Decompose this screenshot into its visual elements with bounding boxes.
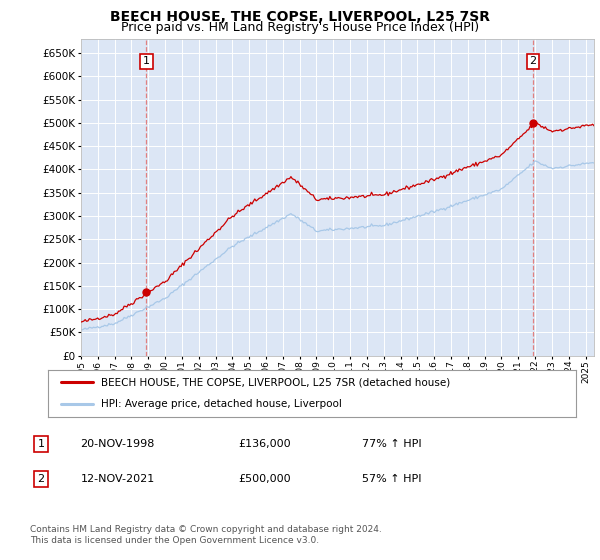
Text: 77% ↑ HPI: 77% ↑ HPI [362,438,422,449]
Text: Contains HM Land Registry data © Crown copyright and database right 2024.
This d: Contains HM Land Registry data © Crown c… [30,525,382,545]
Text: 1: 1 [143,57,150,66]
Text: Price paid vs. HM Land Registry's House Price Index (HPI): Price paid vs. HM Land Registry's House … [121,21,479,34]
Text: 12-NOV-2021: 12-NOV-2021 [80,474,155,484]
Text: 2: 2 [529,57,536,66]
Text: 57% ↑ HPI: 57% ↑ HPI [362,474,422,484]
Text: HPI: Average price, detached house, Liverpool: HPI: Average price, detached house, Live… [101,399,341,409]
Text: 1: 1 [37,438,44,449]
Text: 2: 2 [37,474,44,484]
Text: £500,000: £500,000 [238,474,291,484]
Text: BEECH HOUSE, THE COPSE, LIVERPOOL, L25 7SR (detached house): BEECH HOUSE, THE COPSE, LIVERPOOL, L25 7… [101,377,450,388]
Text: BEECH HOUSE, THE COPSE, LIVERPOOL, L25 7SR: BEECH HOUSE, THE COPSE, LIVERPOOL, L25 7… [110,10,490,24]
Text: 20-NOV-1998: 20-NOV-1998 [80,438,155,449]
Text: £136,000: £136,000 [238,438,291,449]
